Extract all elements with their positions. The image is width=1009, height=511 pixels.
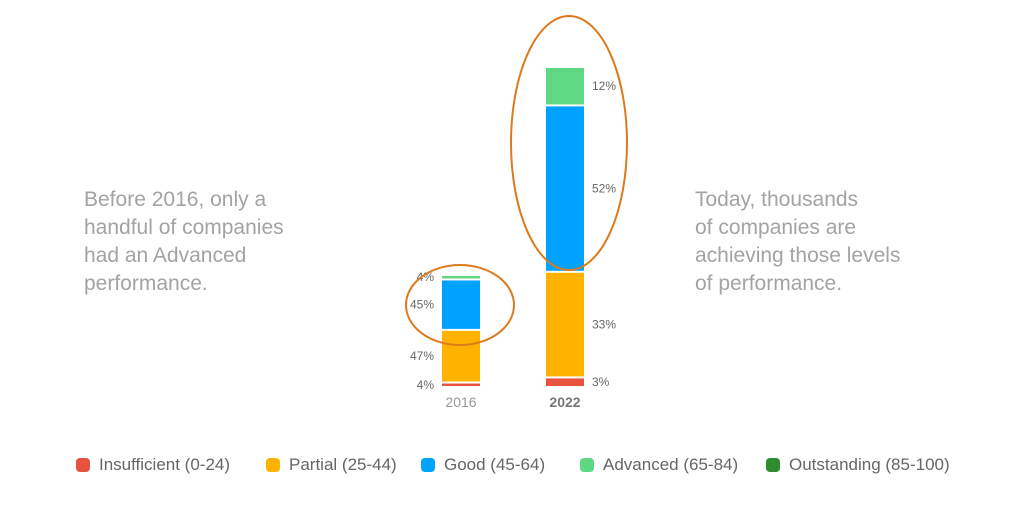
data-label: 4%	[417, 270, 435, 284]
bar-segment-2016-insufficient	[442, 383, 480, 386]
bar-segment-2022-good	[546, 106, 584, 271]
highlight-ellipse-2016	[405, 264, 515, 346]
category-label-2016: 2016	[445, 394, 476, 410]
legend-swatch	[266, 458, 280, 472]
legend-label: Insufficient (0-24)	[99, 455, 231, 474]
category-label-2022: 2022	[549, 394, 580, 410]
legend-swatch	[76, 458, 90, 472]
bar-segment-2016-good	[442, 280, 480, 329]
legend-swatch	[421, 458, 435, 472]
bar-segment-2016-advanced	[442, 276, 480, 279]
annotation-right-line: of companies are	[695, 216, 857, 239]
annotation-left: Before 2016, only a handful of companies…	[84, 186, 284, 298]
annotation-right: Today, thousands of companies are achiev…	[695, 186, 900, 298]
annotation-right-line: of performance.	[695, 272, 843, 295]
legend-item[interactable]: Advanced (65-84)	[580, 455, 738, 475]
legend-label: Advanced (65-84)	[603, 455, 739, 474]
annotation-right-line: Today, thousands	[695, 188, 859, 211]
annotation-left-line: had an Advanced	[84, 244, 247, 267]
data-label: 4%	[417, 378, 435, 392]
legend-item[interactable]: Good (45-64)	[421, 455, 545, 475]
data-label: 52%	[592, 182, 616, 196]
legend-item[interactable]: Partial (25-44)	[266, 455, 397, 475]
legend-label: Partial (25-44)	[289, 455, 397, 474]
annotation-left-line: Before 2016, only a	[84, 188, 267, 211]
legend-item[interactable]: Insufficient (0-24)	[76, 455, 230, 475]
data-label: 12%	[592, 79, 616, 93]
bar-segment-2016-partial	[442, 330, 480, 382]
bar-segment-2022-advanced	[546, 68, 584, 105]
data-label: 33%	[592, 318, 616, 332]
legend-swatch	[766, 458, 780, 472]
highlight-ellipse-2022	[510, 15, 628, 271]
data-label: 47%	[410, 349, 434, 363]
chart-legend: Insufficient (0-24) Partial (25-44) Good (…	[0, 455, 1009, 481]
data-label: 3%	[592, 375, 610, 389]
legend-label: Good (45-64)	[444, 455, 546, 474]
legend-item[interactable]: Outstanding (85-100)	[766, 455, 950, 475]
annotation-right-line: achieving those levels	[695, 244, 901, 267]
annotation-left-line: handful of companies	[84, 216, 284, 239]
data-label: 45%	[410, 298, 434, 312]
legend-swatch	[580, 458, 594, 472]
annotation-left-line: performance.	[84, 272, 208, 295]
bar-segment-2022-insufficient	[546, 378, 584, 386]
bar-segment-2022-partial	[546, 272, 584, 377]
legend-label: Outstanding (85-100)	[789, 455, 950, 474]
